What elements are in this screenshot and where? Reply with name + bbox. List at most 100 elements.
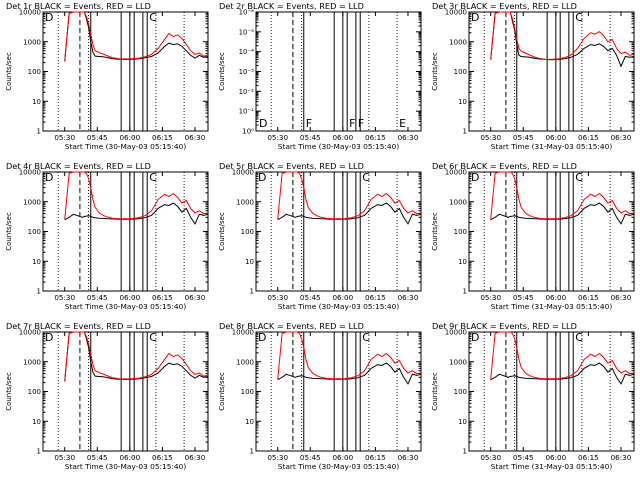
phase-marker: D bbox=[471, 11, 479, 24]
y-tick-label: 1 bbox=[463, 448, 467, 456]
y-axis-label: Counts/sec bbox=[431, 52, 439, 91]
x-tick-label: 06:30 bbox=[398, 293, 419, 302]
y-tick-label: 10⁻⁶ bbox=[239, 9, 255, 17]
chart-title: Det 8r BLACK = Events, RED = LLD bbox=[219, 321, 364, 331]
x-tick-label: 05:45 bbox=[513, 293, 534, 302]
x-tick-label: 06:30 bbox=[611, 133, 632, 142]
y-axis-label: Counts/sec bbox=[218, 52, 226, 91]
x-tick-label: 05:30 bbox=[267, 293, 288, 302]
x-tick-label: 06:30 bbox=[185, 293, 206, 302]
y-tick-label: 100 bbox=[454, 228, 467, 236]
y-axis-label: Counts/sec bbox=[431, 212, 439, 251]
detector-panel: Det 3r BLACK = Events, RED = LLD 05:30 05:… bbox=[426, 0, 639, 160]
x-axis-label: Start Time (31-May-03 05:15:40) bbox=[491, 302, 613, 311]
y-tick-label: 1000 bbox=[236, 198, 254, 206]
detector-panel: Det 2r BLACK = Events, RED = LLD 05:30 05:… bbox=[213, 0, 426, 160]
x-tick-label: 05:30 bbox=[54, 453, 75, 462]
x-tick-label: 06:15 bbox=[578, 453, 599, 462]
phase-marker: F bbox=[306, 117, 312, 130]
events-series-line bbox=[277, 202, 422, 225]
phase-marker: C bbox=[362, 331, 370, 344]
y-tick-label: 100 bbox=[241, 228, 254, 236]
phase-marker: E bbox=[399, 117, 406, 130]
y-tick-label: 10 bbox=[458, 98, 467, 106]
lld-series-line bbox=[64, 171, 209, 220]
x-tick-label: 06:15 bbox=[578, 133, 599, 142]
x-axis-label: Start Time (30-May-03 05:15:40) bbox=[278, 142, 400, 151]
y-tick-label: 10 bbox=[32, 258, 41, 266]
y-tick-label: 10 bbox=[245, 258, 254, 266]
y-tick-label: 100 bbox=[454, 388, 467, 396]
x-axis-label: Start Time (31-May-03 05:15:40) bbox=[491, 462, 613, 471]
phase-marker: C bbox=[575, 171, 583, 184]
x-tick-label: 05:45 bbox=[87, 453, 108, 462]
x-tick-label: 06:15 bbox=[365, 293, 386, 302]
y-tick-label: 1000 bbox=[449, 358, 467, 366]
x-tick-label: 05:45 bbox=[513, 133, 534, 142]
x-tick-label: 06:15 bbox=[152, 293, 173, 302]
lld-series-line bbox=[64, 331, 209, 382]
x-tick-label: 05:45 bbox=[87, 133, 108, 142]
y-tick-label: 10000 bbox=[445, 169, 467, 177]
lld-series-line bbox=[64, 11, 209, 62]
y-tick-label: 1 bbox=[37, 448, 41, 456]
y-tick-label: 10⁻² bbox=[239, 88, 255, 96]
phase-marker: F bbox=[349, 117, 355, 130]
y-tick-label: 1 bbox=[37, 288, 41, 296]
y-tick-label: 1 bbox=[250, 448, 254, 456]
y-tick-label: 1000 bbox=[23, 38, 41, 46]
y-tick-label: 100 bbox=[454, 68, 467, 76]
detector-chart: Det 6r BLACK = Events, RED = LLD 05:30 05:… bbox=[431, 161, 635, 311]
events-series-line bbox=[64, 11, 209, 62]
lld-series-line bbox=[277, 331, 422, 380]
x-tick-label: 05:30 bbox=[54, 293, 75, 302]
y-tick-label: 1000 bbox=[23, 198, 41, 206]
x-axis-label: Start Time (30-May-03 05:15:40) bbox=[278, 302, 400, 311]
events-series-line bbox=[490, 362, 635, 385]
y-axis-label: Counts/sec bbox=[5, 372, 13, 411]
lld-series-line bbox=[490, 331, 635, 380]
lld-series-line bbox=[277, 171, 422, 220]
phase-marker: C bbox=[149, 171, 157, 184]
x-tick-label: 06:00 bbox=[332, 133, 353, 142]
x-tick-label: 06:15 bbox=[152, 453, 173, 462]
x-tick-label: 05:30 bbox=[54, 133, 75, 142]
detector-panel: Det 1r BLACK = Events, RED = LLD 05:30 05:… bbox=[0, 0, 213, 160]
detector-chart: Det 9r BLACK = Events, RED = LLD 05:30 05:… bbox=[431, 321, 635, 471]
y-tick-label: 10000 bbox=[445, 329, 467, 337]
y-tick-label: 10 bbox=[245, 418, 254, 426]
lld-series-line bbox=[490, 171, 635, 220]
y-tick-label: 1000 bbox=[449, 198, 467, 206]
y-tick-label: 10000 bbox=[19, 329, 41, 337]
detector-chart: Det 8r BLACK = Events, RED = LLD 05:30 05:… bbox=[218, 321, 422, 471]
x-tick-label: 05:30 bbox=[480, 453, 501, 462]
y-axis-label: Counts/sec bbox=[5, 212, 13, 251]
x-tick-label: 06:15 bbox=[365, 133, 386, 142]
events-series-line bbox=[64, 202, 209, 225]
x-tick-label: 05:30 bbox=[267, 133, 288, 142]
y-tick-label: 10⁻¹ bbox=[239, 108, 255, 116]
detector-panel: Det 5r BLACK = Events, RED = LLD 05:30 05:… bbox=[213, 160, 426, 320]
phase-marker: C bbox=[575, 331, 583, 344]
x-tick-label: 06:15 bbox=[578, 293, 599, 302]
y-tick-label: 10000 bbox=[19, 9, 41, 17]
y-tick-label: 1 bbox=[37, 128, 41, 136]
y-tick-label: 10000 bbox=[232, 169, 254, 177]
phase-marker: F bbox=[358, 117, 364, 130]
events-series-line bbox=[64, 331, 209, 382]
chart-title: Det 2r BLACK = Events, RED = LLD bbox=[219, 1, 364, 11]
events-series-line bbox=[277, 362, 422, 385]
x-tick-label: 05:45 bbox=[87, 293, 108, 302]
y-tick-label: 100 bbox=[28, 228, 41, 236]
chart-title: Det 5r BLACK = Events, RED = LLD bbox=[219, 161, 364, 171]
chart-title: Det 9r BLACK = Events, RED = LLD bbox=[432, 321, 577, 331]
x-tick-label: 06:30 bbox=[185, 453, 206, 462]
x-tick-label: 05:45 bbox=[300, 293, 321, 302]
y-tick-label: 1000 bbox=[236, 358, 254, 366]
phase-marker: D bbox=[258, 331, 266, 344]
phase-marker: D bbox=[258, 171, 266, 184]
chart-title: Det 7r BLACK = Events, RED = LLD bbox=[6, 321, 151, 331]
chart-title: Det 6r BLACK = Events, RED = LLD bbox=[432, 161, 577, 171]
x-tick-label: 06:30 bbox=[398, 133, 419, 142]
